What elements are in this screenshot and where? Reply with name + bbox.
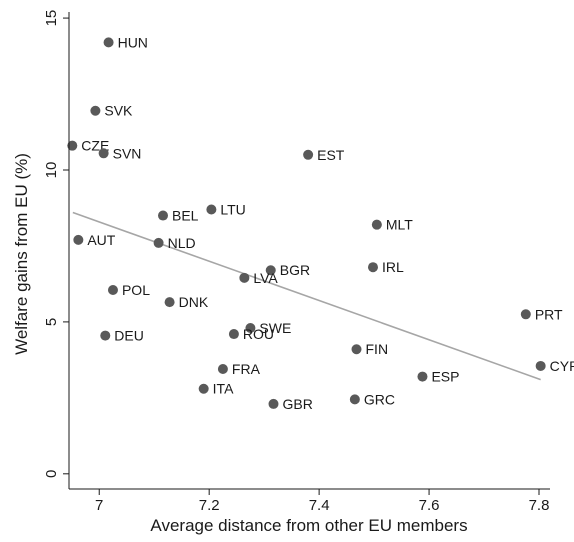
point-label: ROU: [243, 326, 274, 342]
point-label: GRC: [364, 391, 395, 407]
x-tick-label: 7.8: [529, 497, 550, 514]
data-point: [90, 105, 101, 116]
data-point: [73, 234, 84, 245]
data-point: [303, 149, 314, 160]
data-point: [206, 204, 217, 215]
point-label: AUT: [87, 232, 115, 248]
data-point: [217, 363, 228, 374]
ticks: 7 7.2 7.4 7.6 7.8 0 5 10 15: [43, 10, 549, 514]
data-point: [520, 309, 531, 320]
point-label: DNK: [179, 294, 209, 310]
y-tick-label: 15: [43, 10, 60, 27]
axes: [68, 12, 550, 490]
point-label: SVN: [113, 145, 142, 161]
x-axis-title: Average distance from other EU members: [150, 516, 467, 535]
point-label: GBR: [282, 396, 312, 412]
point-label: NLD: [168, 235, 196, 251]
point-label: PRT: [535, 306, 563, 322]
point-label: MLT: [386, 217, 413, 233]
point-label: ITA: [213, 381, 234, 397]
data-point: [417, 371, 428, 382]
point-label: BEL: [172, 208, 199, 224]
point-label: HUN: [118, 34, 148, 50]
data-point: [268, 398, 279, 409]
data-point: [198, 383, 209, 394]
x-tick-label: 7.2: [199, 497, 220, 514]
point-label: FIN: [366, 341, 389, 357]
point-label: CYP: [550, 358, 574, 374]
data-point: [158, 210, 169, 221]
data-point: [98, 148, 109, 159]
data-point: [67, 140, 78, 151]
point-label: IRL: [382, 259, 404, 275]
data-point: [164, 297, 175, 308]
point-label: POL: [122, 282, 150, 298]
data-point: [371, 219, 382, 230]
data-point: [535, 360, 546, 371]
point-label: SVK: [104, 103, 133, 119]
data-point: [153, 237, 164, 248]
data-point: [239, 272, 250, 283]
point-label: BGR: [280, 262, 310, 278]
point-label: DEU: [114, 328, 144, 344]
data-point: [349, 394, 360, 405]
data-point: [245, 322, 256, 333]
data-point: [100, 330, 111, 341]
data-point: [107, 284, 118, 295]
point-label: EST: [317, 147, 345, 163]
data-point: [265, 265, 276, 276]
y-tick-label: 10: [43, 162, 60, 179]
data-point: [351, 344, 362, 355]
point-label: LVA: [253, 270, 278, 286]
y-tick-label: 0: [43, 470, 60, 478]
point-label: ESP: [431, 369, 459, 385]
x-tick-label: 7: [95, 497, 103, 514]
data-point: [228, 329, 239, 340]
data-point: [367, 262, 378, 273]
y-axis-title: Welfare gains from EU (%): [12, 153, 31, 355]
x-tick-label: 7.4: [309, 497, 330, 514]
point-label: SWE: [259, 320, 291, 336]
point-label: FRA: [232, 361, 261, 377]
fitted-line: [72, 211, 541, 381]
point-label: LTU: [220, 201, 245, 217]
data-point: [103, 37, 114, 48]
x-tick-label: 7.6: [419, 497, 440, 514]
y-tick-label: 5: [43, 318, 60, 326]
